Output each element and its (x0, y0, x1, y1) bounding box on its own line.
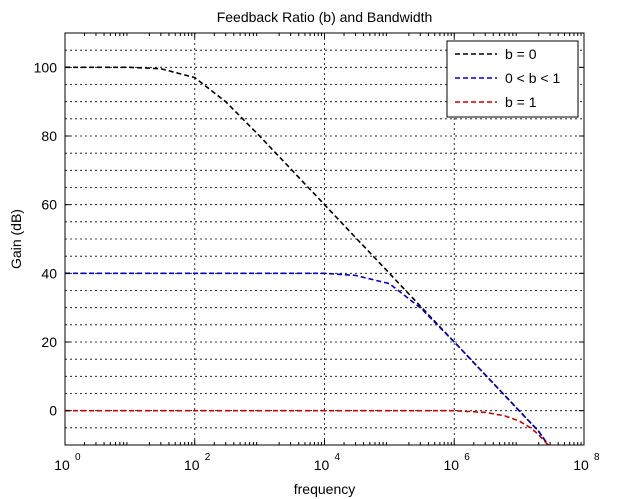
series-layer (65, 66, 549, 446)
y-tick-label: 40 (41, 265, 57, 281)
x-axis-label: frequency (294, 481, 355, 497)
x-tick-label: 10 (54, 457, 70, 473)
y-tick-label: 20 (41, 334, 57, 350)
chart-title: Feedback Ratio (b) and Bandwidth (217, 9, 433, 25)
x-tick-exponent: 8 (594, 452, 600, 463)
legend: b = 0 0 < b < 1 b = 1 (446, 40, 579, 118)
legend-label: b = 1 (505, 94, 537, 110)
series-line-2 (65, 272, 549, 446)
y-tick-label: 100 (34, 59, 58, 75)
x-tick-exponent: 0 (75, 452, 81, 463)
x-tick-exponent: 2 (205, 452, 211, 463)
legend-label: 0 < b < 1 (505, 70, 560, 86)
legend-label: b = 0 (505, 46, 537, 62)
x-tick-label: 10 (573, 457, 589, 473)
series-line-3 (65, 409, 549, 446)
x-tick-exponent: 6 (464, 452, 470, 463)
y-tick-label: 80 (41, 128, 57, 144)
x-tick-label: 10 (443, 457, 459, 473)
x-tick-exponent: 4 (335, 452, 341, 463)
y-axis-label: Gain (dB) (8, 209, 24, 269)
y-tick-label: 60 (41, 197, 57, 213)
y-tick-label: 0 (49, 403, 57, 419)
x-tick-label: 10 (184, 457, 200, 473)
legend-box (446, 40, 579, 118)
grid (65, 33, 584, 445)
x-tick-label: 10 (314, 457, 330, 473)
